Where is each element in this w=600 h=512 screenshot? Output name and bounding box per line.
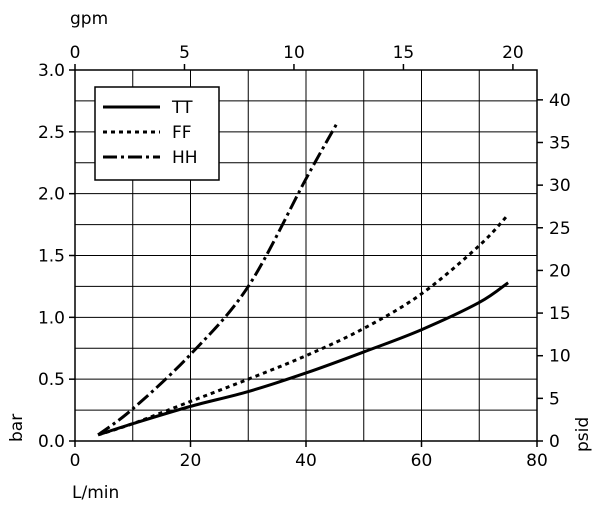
x-top-tick-label: 20 [502,43,524,63]
y-left-tick-label: 0.5 [38,370,65,390]
y-right-tick-label: 20 [549,261,571,281]
y-right-tick-label: 10 [549,347,571,367]
legend-label-ff: FF [172,123,192,143]
y-left-tick-label: 0.0 [38,432,65,452]
legend: TT FF HH [94,86,220,181]
x-bottom-tick-label: 20 [180,451,202,471]
series-lines [97,121,510,437]
x-bottom-tick-label: 60 [411,451,433,471]
legend-label-tt: TT [171,98,193,118]
y-left-axis-label: bar [7,414,27,442]
y-left-tick-label: 1.5 [38,247,65,267]
y-right-tick-label: 25 [549,219,571,239]
y-right-tick-label: 5 [549,389,560,409]
axis-ticks: 0 20 40 60 800 5 10 15 200.00.51.01.52.02.53.005… [38,43,571,471]
y-right-tick-label: 40 [549,91,571,111]
x-bottom-tick-label: 80 [526,451,548,471]
x-bottom-tick-label: 40 [295,451,317,471]
y-left-tick-label: 2.5 [38,123,65,143]
y-left-tick-label: 2.0 [38,185,65,205]
x-bottom-axis-label: L/min [72,483,119,503]
x-top-tick-label: 5 [179,43,190,63]
x-top-tick-label: 10 [283,43,305,63]
grid-lines [75,70,537,441]
y-right-axis-label: psid [573,417,593,452]
x-bottom-tick-label: 0 [70,451,81,471]
y-left-tick-label: 1.0 [38,308,65,328]
x-top-axis-label: gpm [70,9,108,29]
legend-box [94,86,220,181]
legend-label-hh: HH [172,148,198,168]
x-top-tick-label: 15 [393,43,415,63]
y-right-tick-label: 15 [549,304,571,324]
series-line-hh [97,121,340,437]
x-top-tick-label: 0 [70,43,81,63]
series-line-ff [97,213,510,437]
y-right-tick-label: 0 [549,432,560,452]
series-line-tt [97,281,509,437]
y-right-tick-label: 30 [549,176,571,196]
y-left-tick-label: 3.0 [38,61,65,81]
y-right-tick-label: 35 [549,133,571,153]
